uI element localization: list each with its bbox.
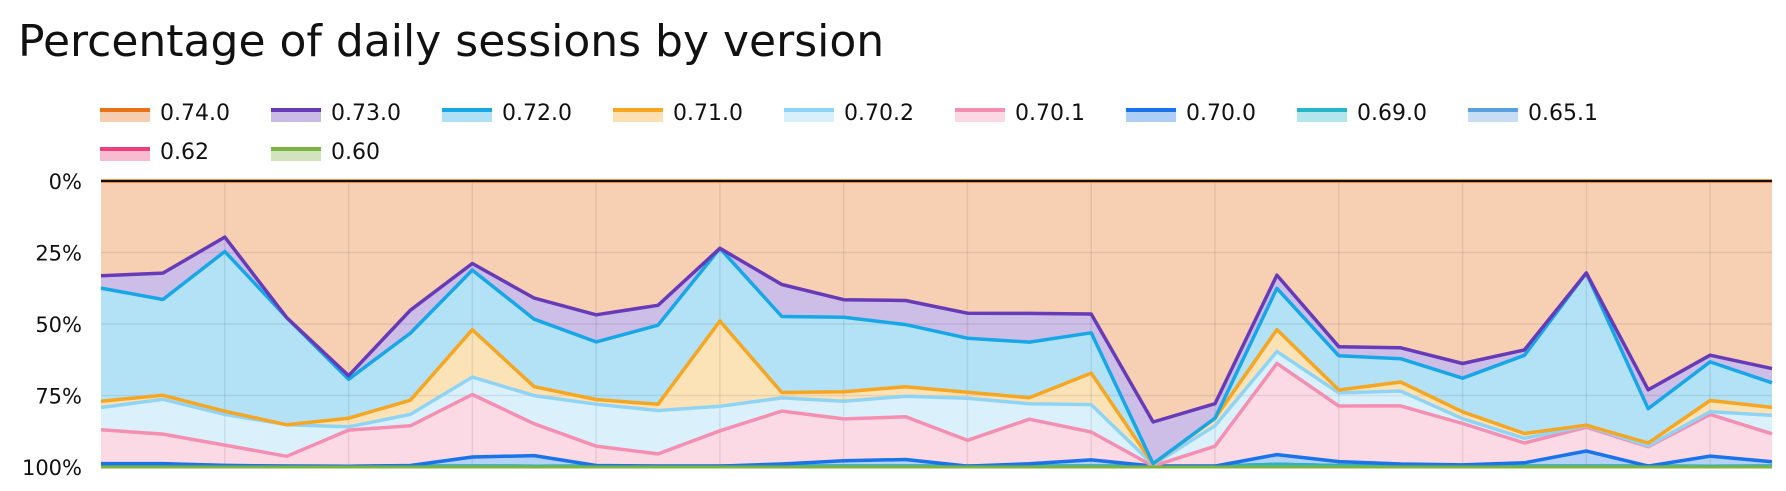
legend-item[interactable]: 0.73.0 bbox=[271, 100, 442, 126]
legend-label: 0.72.0 bbox=[502, 100, 572, 126]
legend-item[interactable]: 0.60 bbox=[271, 139, 442, 165]
legend-item[interactable]: 0.65.1 bbox=[1468, 100, 1639, 126]
series-area bbox=[101, 237, 1772, 464]
legend-swatch bbox=[1297, 105, 1347, 122]
chart-title: Percentage of daily sessions by version bbox=[18, 16, 885, 67]
legend-swatch bbox=[613, 105, 663, 122]
legend-swatch bbox=[784, 105, 834, 122]
legend-swatch bbox=[271, 105, 321, 122]
legend-swatch bbox=[1126, 105, 1176, 122]
legend-item[interactable]: 0.74.0 bbox=[100, 100, 271, 126]
legend-label: 0.70.0 bbox=[1186, 100, 1256, 126]
legend-item[interactable]: 0.70.1 bbox=[955, 100, 1126, 126]
y-tick-label: 0% bbox=[49, 170, 82, 194]
series-area bbox=[101, 351, 1772, 467]
legend-label: 0.65.1 bbox=[1528, 100, 1598, 126]
legend-swatch bbox=[1468, 105, 1518, 122]
legend-item[interactable]: 0.72.0 bbox=[442, 100, 613, 126]
series-line bbox=[100, 361, 1773, 468]
series-line bbox=[100, 349, 1773, 467]
legend-swatch bbox=[100, 105, 150, 122]
legend-swatch bbox=[100, 144, 150, 161]
legend-label: 0.74.0 bbox=[160, 100, 230, 126]
y-tick-label: 25% bbox=[35, 242, 82, 266]
legend-item[interactable]: 0.62 bbox=[100, 139, 271, 165]
y-tick-label: 50% bbox=[35, 313, 82, 337]
legend-label: 0.71.0 bbox=[673, 100, 743, 126]
legend-label: 0.70.1 bbox=[1015, 100, 1085, 126]
series-area bbox=[101, 248, 1772, 465]
series-area bbox=[101, 321, 1772, 465]
y-tick-label: 100% bbox=[22, 456, 82, 480]
legend-swatch bbox=[955, 105, 1005, 122]
y-tick-label: 75% bbox=[35, 385, 82, 409]
legend-label: 0.60 bbox=[331, 139, 380, 165]
series-line bbox=[100, 235, 1773, 424]
legend-item[interactable]: 0.71.0 bbox=[613, 100, 784, 126]
series-area bbox=[101, 363, 1772, 467]
legend: 0.74.0 0.73.0 0.72.0 0.71.0 0.70.2 0.70.1 0.70… bbox=[100, 100, 1780, 165]
legend-item[interactable]: 0.69.0 bbox=[1297, 100, 1468, 126]
legend-label: 0.73.0 bbox=[331, 100, 401, 126]
legend-label: 0.70.2 bbox=[844, 100, 914, 126]
series-line bbox=[100, 246, 1773, 466]
legend-swatch bbox=[442, 105, 492, 122]
series-line bbox=[100, 319, 1773, 466]
legend-label: 0.62 bbox=[160, 139, 209, 165]
series-area bbox=[101, 181, 1772, 422]
legend-label: 0.69.0 bbox=[1357, 100, 1427, 126]
legend-item[interactable]: 0.70.2 bbox=[784, 100, 955, 126]
legend-swatch bbox=[271, 144, 321, 161]
legend-item[interactable]: 0.70.0 bbox=[1126, 100, 1297, 126]
